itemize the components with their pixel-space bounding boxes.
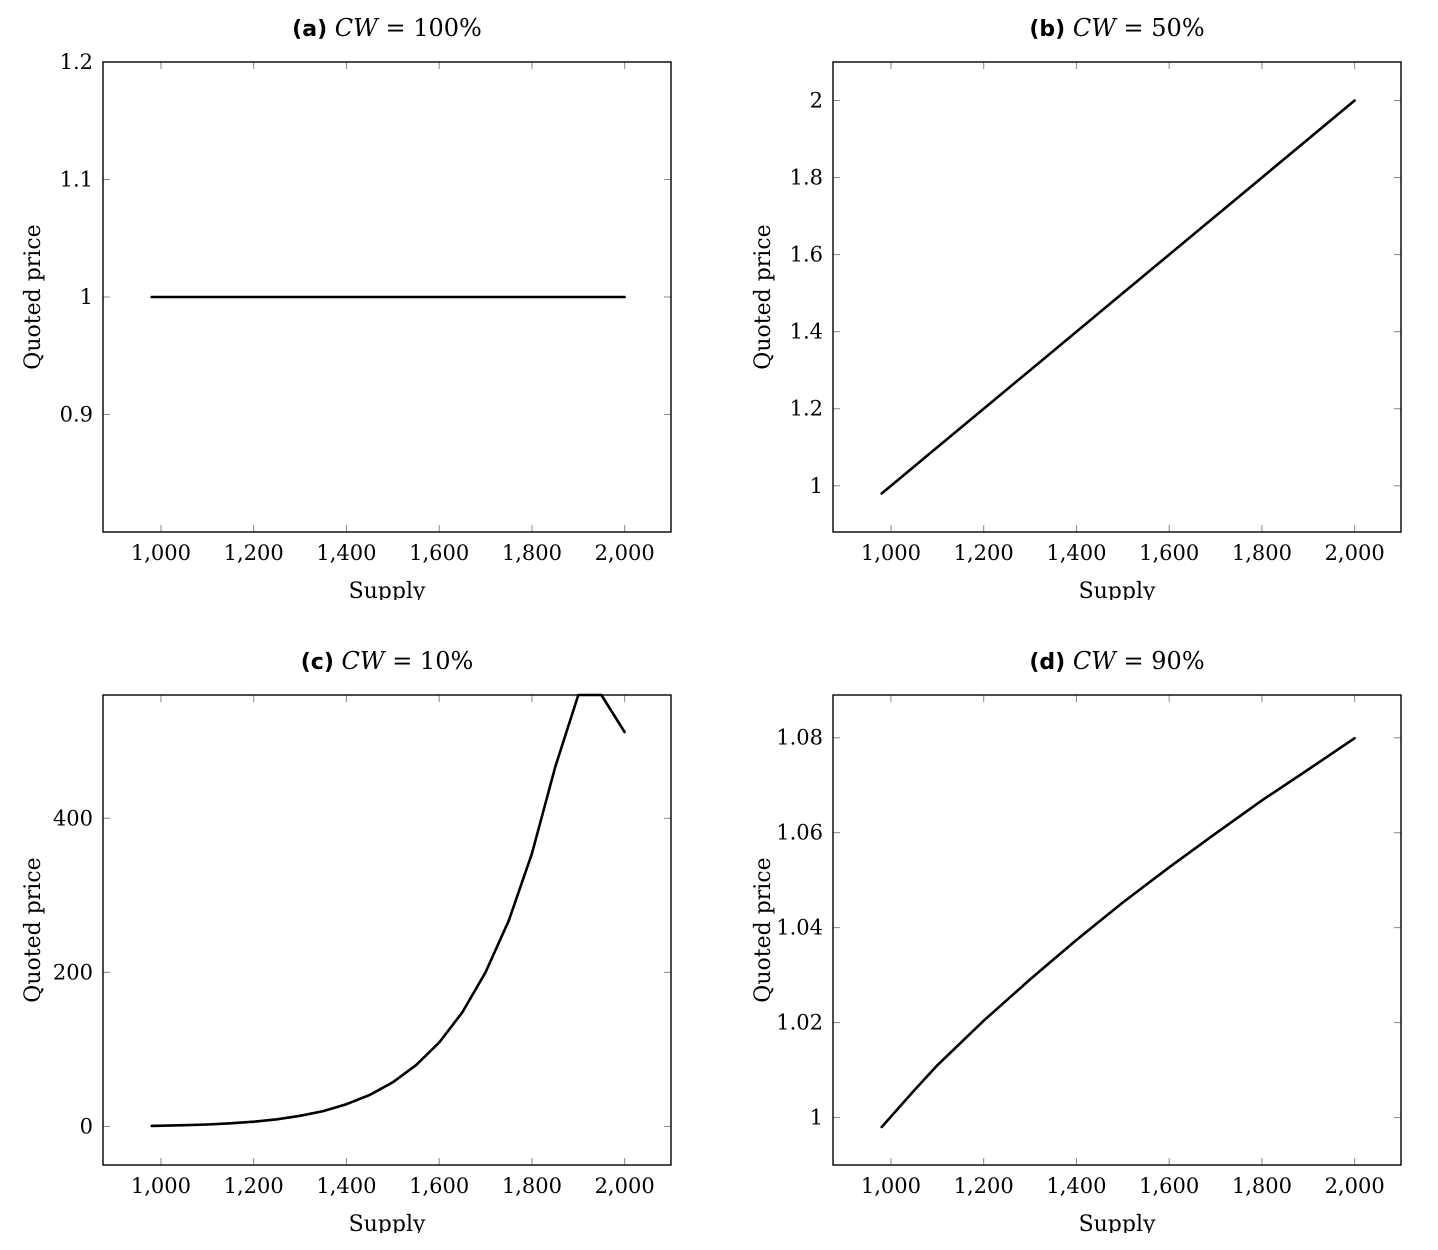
chart-panel-d: (d) CW = 90% 1,000 1,200 1,400 1,600 1,800 2,0… [730,633,1430,1233]
y-tick-label: 0 [80,1114,93,1138]
x-tick-label: 1,400 [1046,1174,1106,1198]
chart-panel-a: (a) CW = 100% 1,000 1,200 1,400 1,600 1,800 2,… [0,0,700,600]
x-tick-label: 1,000 [131,541,191,565]
x-tick-label: 1,600 [409,541,469,565]
chart-title-value: = 100% [378,14,482,42]
x-tick-label: 1,200 [954,1174,1014,1198]
chart-title-variable: CW [1073,647,1118,675]
x-axis-label: Supply [1079,1212,1156,1233]
series-line [150,693,626,1128]
x-tick-label: 1,400 [1046,541,1106,565]
chart-d: (d) CW = 90% 1,000 1,200 1,400 1,600 1,800 2,0… [751,647,1402,1233]
y-tick-label: 1 [810,474,823,498]
x-tick-label: 1,800 [1232,1174,1292,1198]
chart-title-value: = 90% [1116,647,1205,675]
chart-title-value: = 10% [385,647,474,675]
chart-panel-b: (b) CW = 50% 1,000 1,200 1,400 1,600 1,800 2,0… [730,0,1430,600]
chart-title: (d) CW = 90% [1029,647,1204,675]
y-axis-label: Quoted price [751,224,776,369]
y-tick-label: 200 [53,960,93,984]
plot-frame [832,61,1402,533]
y-axis-label: Quoted price [21,857,46,1002]
y-tick-label: 1 [810,1106,823,1130]
y-tick-label: 1.06 [776,821,823,845]
x-tick-label: 1,200 [954,541,1014,565]
plot-frame [102,61,672,533]
chart-title: (a) CW = 100% [292,14,482,42]
chart-title-label: (c) [301,650,342,675]
chart-title: (b) CW = 50% [1029,14,1204,42]
x-tick-label: 1,000 [131,1174,191,1198]
chart-c: (c) CW = 10% 1,000 1,200 1,400 1,600 1,800 2,0… [21,647,672,1233]
chart-b: (b) CW = 50% 1,000 1,200 1,400 1,600 1,800 2,0… [751,14,1402,600]
x-tick-label: 2,000 [595,541,655,565]
x-tick-label: 1,800 [1232,541,1292,565]
y-tick-label: 1.6 [790,243,823,267]
chart-title-variable: CW [335,14,380,42]
y-tick-label: 1.2 [60,50,93,74]
y-axis-label: Quoted price [751,857,776,1002]
x-tick-label: 1,200 [224,1174,284,1198]
x-tick-label: 1,800 [502,1174,562,1198]
chart-title-variable: CW [1073,14,1118,42]
y-tick-label: 1.8 [790,166,823,190]
x-tick-label: 1,000 [861,541,921,565]
y-tick-label: 1.08 [776,726,823,750]
chart-panel-c: (c) CW = 10% 1,000 1,200 1,400 1,600 1,800 2,0… [0,633,700,1233]
chart-title: (c) CW = 10% [301,647,474,675]
y-tick-label: 1 [80,285,93,309]
x-tick-label: 1,400 [316,541,376,565]
series-line [880,99,1356,495]
chart-title-label: (d) [1029,650,1073,675]
x-tick-label: 1,600 [1139,541,1199,565]
y-tick-label: 1.1 [60,168,93,192]
x-tick-label: 1,000 [861,1174,921,1198]
chart-title-label: (b) [1029,17,1073,42]
plot-frame [832,694,1402,1166]
x-tick-label: 1,400 [316,1174,376,1198]
y-tick-label: 1.02 [776,1011,823,1035]
y-tick-label: 2 [810,89,823,113]
x-tick-label: 2,000 [1325,1174,1385,1198]
y-tick-label: 1.4 [790,320,823,344]
y-axis-label: Quoted price [21,224,46,369]
y-tick-label: 1.2 [790,397,823,421]
y-tick-label: 0.9 [60,403,93,427]
chart-title-value: = 50% [1116,14,1205,42]
x-axis-label: Supply [349,1212,426,1233]
x-tick-label: 1,600 [1139,1174,1199,1198]
x-tick-label: 1,600 [409,1174,469,1198]
plot-frame [102,694,672,1166]
y-tick-label: 1.04 [776,916,823,940]
x-tick-label: 1,800 [502,541,562,565]
series-line [880,736,1356,1129]
chart-a: (a) CW = 100% 1,000 1,200 1,400 1,600 1,800 2,… [21,14,672,600]
x-tick-label: 2,000 [1325,541,1385,565]
x-tick-label: 1,200 [224,541,284,565]
y-tick-label: 400 [53,806,93,830]
chart-title-variable: CW [342,647,387,675]
x-axis-label: Supply [349,579,426,600]
chart-title-label: (a) [292,17,335,42]
x-tick-label: 2,000 [595,1174,655,1198]
x-axis-label: Supply [1079,579,1156,600]
